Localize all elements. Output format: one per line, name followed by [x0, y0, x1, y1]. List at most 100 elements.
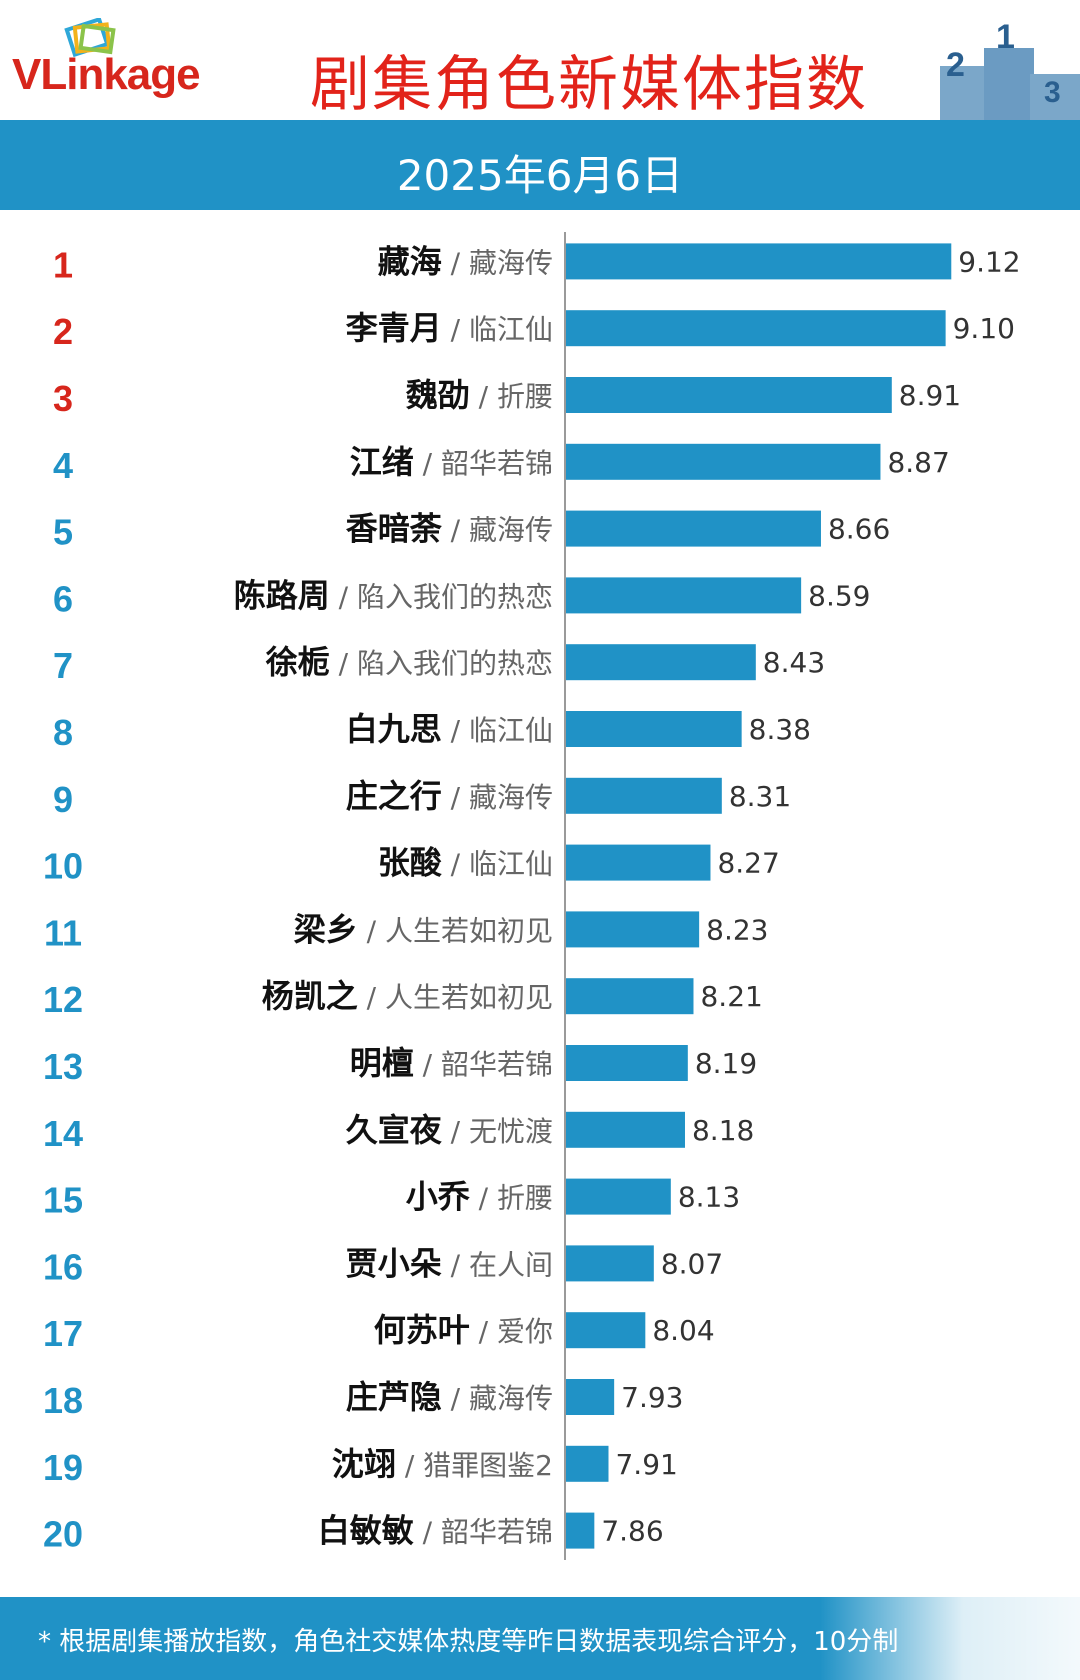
bar-value-label: 8.18 [692, 1114, 754, 1147]
row-label: 魏劭 / 折腰 [406, 376, 553, 414]
row-label: 白敏敏 / 韶华若锦 [318, 1512, 553, 1550]
character-name: 庄芦隐 [346, 1378, 442, 1416]
rank-number: 2 [53, 311, 73, 352]
rank-number: 5 [53, 512, 73, 553]
logo-squares-icon [64, 18, 116, 58]
label-separator: / [442, 246, 469, 279]
drama-name: 藏海传 [469, 1382, 553, 1415]
rank-number: 16 [43, 1246, 83, 1287]
bar [566, 711, 742, 747]
label-separator: / [442, 1248, 469, 1281]
label-separator: / [330, 647, 357, 680]
bar-value-label: 8.04 [652, 1314, 714, 1347]
label-separator: / [442, 848, 469, 881]
label-separator: / [330, 580, 357, 613]
label-separator: / [470, 1182, 497, 1215]
row-label: 江绪 / 韶华若锦 [350, 443, 553, 481]
row-label: 徐栀 / 陷入我们的热恋 [265, 643, 553, 681]
bar-value-label: 8.27 [717, 847, 779, 880]
label-separator: / [442, 313, 469, 346]
drama-name: 藏海传 [469, 246, 553, 279]
rank-number: 19 [43, 1447, 83, 1488]
row-label: 藏海 / 藏海传 [378, 242, 553, 280]
drama-name: 陷入我们的热恋 [357, 647, 553, 680]
row-label: 白九思 / 临江仙 [346, 710, 553, 748]
bar [566, 1312, 646, 1349]
bar [566, 1445, 609, 1482]
ranking-bar-chart: 1 藏海 / 藏海传 9.12 2 李青月 / 临江仙 9.10 3 魏劭 / 折腰 8.91 4… [43, 232, 1021, 1560]
bar-value-label: 8.38 [749, 713, 811, 746]
character-name: 贾小朵 [346, 1244, 442, 1282]
row-label: 贾小朵 / 在人间 [346, 1244, 553, 1282]
bar-value-label: 9.12 [958, 245, 1020, 278]
bar [566, 644, 756, 681]
drama-name: 临江仙 [469, 313, 553, 346]
label-separator: / [414, 1048, 441, 1081]
rank-number: 15 [43, 1180, 83, 1221]
rank-number: 20 [43, 1514, 83, 1555]
character-name: 明檀 [350, 1044, 414, 1082]
drama-name: 无忧渡 [469, 1115, 553, 1148]
character-name: 陈路周 [234, 576, 330, 614]
label-separator: / [442, 514, 469, 547]
row-label: 杨凯之 / 人生若如初见 [262, 977, 553, 1015]
character-name: 沈翊 [332, 1445, 396, 1483]
label-separator: / [470, 1315, 497, 1348]
drama-name: 折腰 [497, 380, 553, 413]
bar [566, 377, 892, 413]
row-label: 沈翊 / 猎罪图鉴2 [332, 1445, 553, 1483]
character-name: 梁乡 [294, 910, 358, 948]
bar [566, 243, 952, 280]
row-label: 庄之行 / 藏海传 [346, 777, 553, 815]
drama-name: 折腰 [497, 1182, 553, 1215]
drama-name: 韶华若锦 [441, 447, 553, 480]
rank-number: 14 [43, 1113, 83, 1154]
footer-watermark-fade [820, 1597, 1080, 1680]
drama-name: 韶华若锦 [441, 1048, 553, 1081]
drama-name: 人生若如初见 [385, 981, 553, 1014]
bar [566, 510, 821, 547]
character-name: 白九思 [346, 710, 442, 748]
label-separator: / [442, 714, 469, 747]
bar-value-label: 8.43 [763, 646, 825, 679]
character-name: 李青月 [346, 309, 442, 347]
character-name: 江绪 [350, 443, 414, 481]
bar [566, 911, 700, 948]
row-label: 明檀 / 韶华若锦 [350, 1044, 553, 1082]
row-label: 张酸 / 临江仙 [378, 844, 553, 882]
character-name: 藏海 [378, 242, 442, 280]
label-separator: / [470, 380, 497, 413]
drama-name: 猎罪图鉴2 [423, 1449, 553, 1482]
drama-name: 藏海传 [469, 514, 553, 547]
rank-number: 8 [53, 712, 73, 753]
bar-value-label: 7.93 [621, 1381, 683, 1414]
row-label: 庄芦隐 / 藏海传 [346, 1378, 553, 1416]
drama-name: 临江仙 [469, 848, 553, 881]
rank-number: 7 [53, 645, 73, 686]
bar [566, 1178, 671, 1215]
drama-name: 临江仙 [469, 714, 553, 747]
bar [566, 577, 802, 614]
row-label: 陈路周 / 陷入我们的热恋 [234, 576, 553, 614]
bar [566, 777, 722, 814]
label-separator: / [442, 1115, 469, 1148]
logo-text: VLinkage [12, 50, 201, 99]
bar-value-label: 8.59 [808, 579, 870, 612]
label-separator: / [414, 1516, 441, 1549]
bar-value-label: 8.21 [700, 980, 762, 1013]
bar [566, 1111, 685, 1148]
rank-number: 9 [53, 779, 73, 820]
bar [566, 1379, 615, 1415]
bar-value-label: 8.23 [706, 913, 768, 946]
date-band: 2025年6月6日 [0, 120, 1080, 210]
label-separator: / [358, 981, 385, 1014]
bar [566, 443, 881, 480]
bar [566, 978, 694, 1015]
character-name: 香暗荼 [346, 510, 443, 548]
row-label: 何苏叶 / 爱你 [374, 1311, 553, 1349]
bar [566, 1512, 595, 1549]
character-name: 白敏敏 [318, 1512, 414, 1550]
bar [566, 1045, 688, 1081]
bar-value-label: 8.19 [695, 1047, 757, 1080]
footer-note: * 根据剧集播放指数，角色社交媒体热度等昨日数据表现综合评分，10分制 [38, 1627, 899, 1657]
